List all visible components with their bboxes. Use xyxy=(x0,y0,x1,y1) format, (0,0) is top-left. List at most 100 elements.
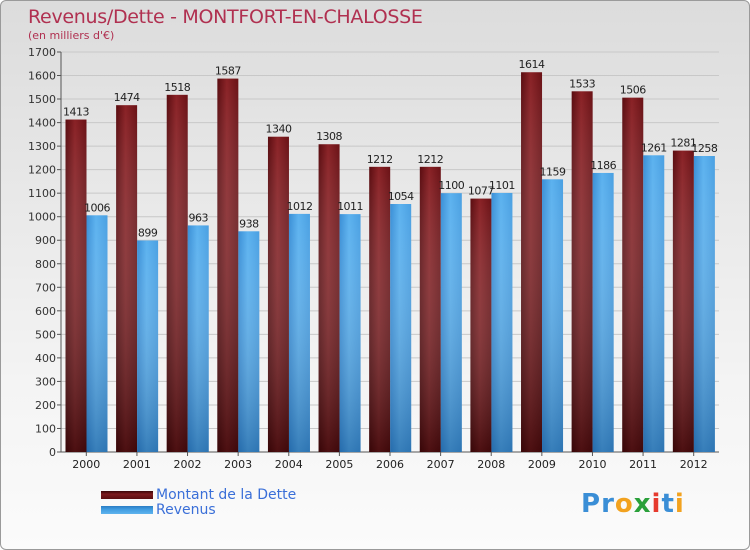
bar-revenus-shade xyxy=(693,156,715,452)
bar-revenus-shade xyxy=(187,225,209,452)
logo-letter: t xyxy=(661,489,675,519)
legend-swatch-revenus xyxy=(101,505,153,514)
bar-dette-shade xyxy=(571,91,593,452)
data-label: 1101 xyxy=(489,179,515,192)
data-label: 1506 xyxy=(620,84,646,97)
data-label: 1281 xyxy=(670,137,696,150)
legend-label-dette: Montant de la Dette xyxy=(156,486,297,503)
x-tick-label: 2012 xyxy=(680,458,708,471)
data-label: 1261 xyxy=(641,141,667,154)
legend-item-dette: Montant de la Dette xyxy=(101,486,297,503)
data-label: 938 xyxy=(239,217,259,230)
logo-letter: P xyxy=(581,489,602,519)
bar-revenus-shade xyxy=(643,155,665,452)
data-label: 1308 xyxy=(316,130,342,143)
x-tick-label: 2011 xyxy=(629,458,657,471)
legend-item-revenus: Revenus xyxy=(101,501,296,518)
bar-dette-shade xyxy=(521,72,543,452)
y-tick-label: 1000 xyxy=(28,211,56,224)
logo-letter: i xyxy=(651,489,662,519)
bar-revenus-shade xyxy=(491,192,513,453)
y-tick-label: 600 xyxy=(35,305,56,318)
y-tick-label: 500 xyxy=(35,328,56,341)
chart-title: Revenus/Dette - MONTFORT-EN-CHALOSSE xyxy=(28,6,423,28)
bar-dette-shade xyxy=(116,105,138,453)
x-tick-label: 2000 xyxy=(72,458,100,471)
data-label: 1518 xyxy=(164,81,190,94)
data-label: 899 xyxy=(138,226,158,239)
data-label: 1186 xyxy=(590,159,616,172)
x-tick-label: 2007 xyxy=(427,458,455,471)
data-label: 1100 xyxy=(438,179,464,192)
x-tick-label: 2010 xyxy=(578,458,606,471)
x-tick-label: 2001 xyxy=(123,458,151,471)
y-tick-label: 200 xyxy=(35,399,56,412)
data-label: 1054 xyxy=(388,190,414,203)
y-tick-label: 700 xyxy=(35,281,56,294)
y-tick-label: 400 xyxy=(35,352,56,365)
logo-letter: i xyxy=(674,489,685,519)
y-tick-label: 300 xyxy=(35,375,56,388)
bar-revenus-shade xyxy=(592,172,614,453)
bar-dette-shade xyxy=(622,97,644,452)
data-label: 1587 xyxy=(215,65,241,78)
data-label: 1006 xyxy=(84,201,110,214)
bar-revenus-shade xyxy=(137,240,159,452)
bar-dette-shade xyxy=(166,94,188,452)
bar-revenus-shade xyxy=(86,215,108,452)
data-label: 1533 xyxy=(569,77,595,90)
y-tick-label: 100 xyxy=(35,422,56,435)
y-tick-label: 1200 xyxy=(28,164,56,177)
x-tick-label: 2004 xyxy=(275,458,303,471)
bar-revenus-shade xyxy=(288,213,310,452)
bar-revenus-shade xyxy=(238,231,260,452)
data-label: 1340 xyxy=(265,123,291,136)
bar-dette-shade xyxy=(318,144,340,452)
x-tick-label: 2005 xyxy=(325,458,353,471)
bar-revenus-shade xyxy=(542,179,564,452)
bar-dette-shade xyxy=(672,150,694,452)
data-label: 963 xyxy=(188,211,208,224)
y-tick-label: 1100 xyxy=(28,187,56,200)
bar-dette-shade xyxy=(217,78,239,453)
data-label: 1413 xyxy=(63,106,89,119)
bar-dette-shade xyxy=(65,119,87,452)
y-tick-label: 1600 xyxy=(28,70,56,83)
bar-dette-shade xyxy=(369,166,391,452)
data-label: 1011 xyxy=(337,200,363,213)
y-tick-label: 1700 xyxy=(28,46,56,59)
bar-dette-shade xyxy=(470,198,492,452)
logo-letter: o xyxy=(614,489,634,519)
data-label: 1212 xyxy=(367,153,393,166)
legend-swatch-dette xyxy=(101,490,153,499)
bar-dette-shade xyxy=(267,136,289,453)
legend: Montant de la Dette Revenus xyxy=(101,486,297,518)
x-tick-label: 2006 xyxy=(376,458,404,471)
x-tick-label: 2009 xyxy=(528,458,556,471)
y-tick-label: 900 xyxy=(35,234,56,247)
legend-label-revenus: Revenus xyxy=(156,501,216,518)
bar-dette-shade xyxy=(419,166,441,452)
bar-revenus-shade xyxy=(390,204,412,452)
bar-revenus-shade xyxy=(339,214,361,452)
data-label: 1159 xyxy=(540,165,566,178)
y-tick-label: 1300 xyxy=(28,140,56,153)
data-label: 1258 xyxy=(691,142,717,155)
data-label: 1077 xyxy=(468,185,494,198)
proxiti-logo: Proxiti xyxy=(581,489,685,519)
x-tick-label: 2002 xyxy=(174,458,202,471)
logo-letter: x xyxy=(633,489,652,519)
y-tick-label: 0 xyxy=(49,446,56,459)
data-label: 1012 xyxy=(286,200,312,213)
data-label: 1212 xyxy=(417,153,443,166)
x-tick-label: 2003 xyxy=(224,458,252,471)
y-tick-label: 800 xyxy=(35,258,56,271)
bar-revenus-shade xyxy=(440,193,462,453)
data-label: 1614 xyxy=(519,58,545,71)
y-tick-label: 1500 xyxy=(28,93,56,106)
data-label: 1474 xyxy=(114,91,140,104)
chart-subtitle: (en milliers d'€) xyxy=(28,29,115,42)
logo-letter: r xyxy=(601,489,615,519)
